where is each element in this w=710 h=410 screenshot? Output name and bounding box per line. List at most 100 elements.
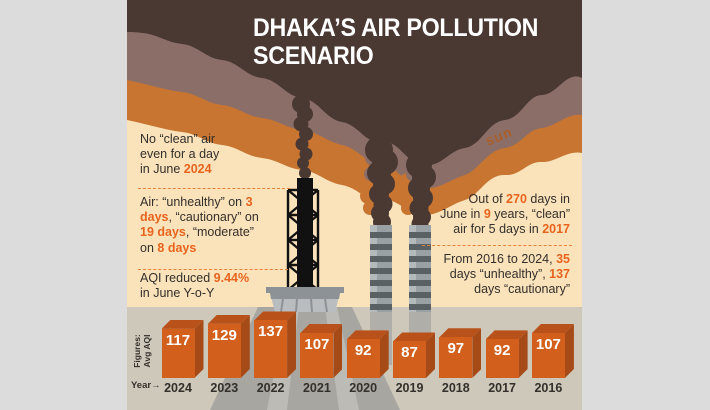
fact-clean-air-days: Out of 270 days in June in 9 years, “clea… bbox=[380, 192, 570, 238]
bar-top-face bbox=[485, 330, 528, 340]
bar-category-label: 2023 bbox=[210, 381, 239, 395]
fact-text: Out of bbox=[468, 192, 507, 206]
highlight-value: days bbox=[140, 210, 169, 225]
fact-text: years, “clean” bbox=[490, 207, 570, 222]
bar-front-face bbox=[346, 339, 380, 378]
highlight-value: 137 bbox=[549, 267, 570, 282]
bar-side-face bbox=[564, 324, 574, 378]
bar-category-label: 2020 bbox=[349, 381, 378, 395]
bar-2018: 97 bbox=[439, 328, 482, 378]
fact-line: June in 9 years, “clean” bbox=[380, 207, 570, 222]
fact-line: air for 5 days in 2017 bbox=[380, 222, 570, 237]
bar-value-label: 107 bbox=[304, 336, 330, 354]
fact-air-quality-days: Air: “unhealthy” on 3 days, “cautionary” … bbox=[140, 195, 330, 256]
bar-front-face bbox=[485, 339, 519, 378]
fact-text: days in bbox=[526, 192, 570, 206]
bar-front-face bbox=[300, 333, 334, 378]
bar-value-label: 92 bbox=[493, 342, 511, 360]
fact-text: in June Y-o-Y bbox=[140, 286, 215, 301]
bar-2019: 87 bbox=[393, 332, 435, 378]
fact-text: , “cautionary” on bbox=[168, 210, 259, 225]
bar-top-face bbox=[346, 330, 389, 340]
bar-category-label: 2021 bbox=[302, 381, 331, 395]
bar-2024: 117 bbox=[161, 319, 204, 378]
bar-side-face bbox=[287, 311, 297, 378]
title-line-1: DHAKA’S AIR POLLUTION bbox=[253, 14, 539, 42]
highlight-value: 9.44% bbox=[213, 271, 250, 285]
bar-side-face bbox=[426, 332, 435, 378]
fact-text: No “clean” air bbox=[140, 132, 216, 146]
highlight-value: 9 bbox=[483, 207, 491, 222]
divider-left-1 bbox=[138, 188, 290, 189]
fact-text: on bbox=[140, 240, 158, 255]
fact-line: No “clean” air bbox=[140, 132, 330, 147]
fact-text: even for a day bbox=[140, 147, 220, 162]
bar-category-label: 2016 bbox=[534, 381, 563, 395]
fact-text: From 2016 to 2024, bbox=[443, 252, 557, 266]
fact-aqi-reduction: AQI reduced 9.44% in June Y-o-Y bbox=[140, 271, 330, 301]
gray-chimney-2 bbox=[409, 225, 431, 312]
fact-text: June in bbox=[440, 207, 484, 222]
fact-nine-year-summary: From 2016 to 2024, 35 days “unhealthy”, 1… bbox=[380, 252, 570, 298]
bar-front-face bbox=[393, 341, 426, 378]
bar-category-label: 2018 bbox=[441, 381, 470, 395]
bar-category-label: 2024 bbox=[164, 381, 192, 395]
bar-top-face bbox=[393, 332, 435, 342]
page-title: DHAKA’S AIR POLLUTION SCENARIO bbox=[253, 14, 538, 70]
bar-top-face bbox=[161, 319, 204, 329]
fact-line: in June 2024 bbox=[140, 162, 330, 177]
bar-chart: Figures: Avg AQI Year→ 117 2024 129 2023 137… bbox=[127, 307, 582, 410]
fact-text: air for 5 days in bbox=[453, 222, 543, 237]
x-axis-label: Year→ bbox=[131, 380, 161, 391]
fact-text: days “unhealthy”, bbox=[449, 267, 550, 282]
fact-text: days “cautionary” bbox=[474, 282, 570, 297]
smoke-plume-left-stack bbox=[356, 136, 398, 231]
highlight-value: 2017 bbox=[542, 222, 570, 237]
dark-smoke-band bbox=[127, 0, 582, 166]
bar-side-face bbox=[333, 324, 343, 378]
bar-side-face bbox=[379, 330, 389, 378]
bar-top-face bbox=[254, 311, 297, 321]
bar-value-label: 129 bbox=[211, 326, 237, 344]
factory-building bbox=[266, 287, 344, 313]
bar-value-label: 87 bbox=[401, 344, 418, 362]
bar-category-label: 2022 bbox=[256, 381, 285, 395]
bar-front-face bbox=[439, 337, 473, 378]
bar-front-face bbox=[531, 333, 565, 378]
fact-line: days “unhealthy”, 137 bbox=[380, 267, 570, 282]
fact-line: Out of 270 days in bbox=[380, 192, 570, 207]
bar-top-face bbox=[439, 328, 482, 338]
highlight-value: 8 days bbox=[157, 240, 197, 255]
bar-value-label: 137 bbox=[258, 323, 284, 341]
fact-no-clean-air: No “clean” air even for a day in June 2024 bbox=[140, 132, 330, 178]
fact-line: even for a day bbox=[140, 147, 330, 162]
bar-value-label: 97 bbox=[447, 340, 465, 358]
divider-left-2 bbox=[138, 269, 288, 270]
background-illustration bbox=[127, 0, 582, 410]
bar-front-face bbox=[161, 328, 195, 378]
fact-text: in June bbox=[140, 162, 184, 177]
bar-side-face bbox=[518, 330, 528, 378]
bar-top-face bbox=[300, 324, 343, 334]
divider-right-1 bbox=[422, 245, 572, 246]
fact-line: days “cautionary” bbox=[380, 282, 570, 297]
bar-category-label: 2019 bbox=[395, 381, 424, 395]
highlight-value: 2024 bbox=[183, 162, 212, 177]
highlight-value: 19 days bbox=[140, 225, 186, 240]
smoke-plume-main bbox=[292, 95, 313, 179]
bar-2017: 92 bbox=[485, 330, 528, 378]
bar-side-face bbox=[194, 319, 204, 378]
bar-value-label: 117 bbox=[165, 331, 191, 349]
bar-2022: 137 bbox=[254, 311, 297, 378]
fact-line: days, “cautionary” on bbox=[140, 210, 330, 225]
infographic: DHAKA’S AIR POLLUTION SCENARIO sun No “c… bbox=[127, 0, 582, 410]
fact-line: From 2016 to 2024, 35 bbox=[380, 252, 570, 267]
bar-top-face bbox=[531, 324, 574, 334]
gray-chimney-1 bbox=[370, 225, 392, 312]
bar-side-face bbox=[472, 328, 482, 378]
fact-line: in June Y-o-Y bbox=[140, 286, 330, 301]
fact-text: Air: “unhealthy” on bbox=[140, 195, 246, 209]
bar-series: 117 2024 129 2023 137 2022 107 2021 92 2020 87 2019… bbox=[127, 307, 582, 410]
bar-side-face bbox=[240, 314, 250, 378]
